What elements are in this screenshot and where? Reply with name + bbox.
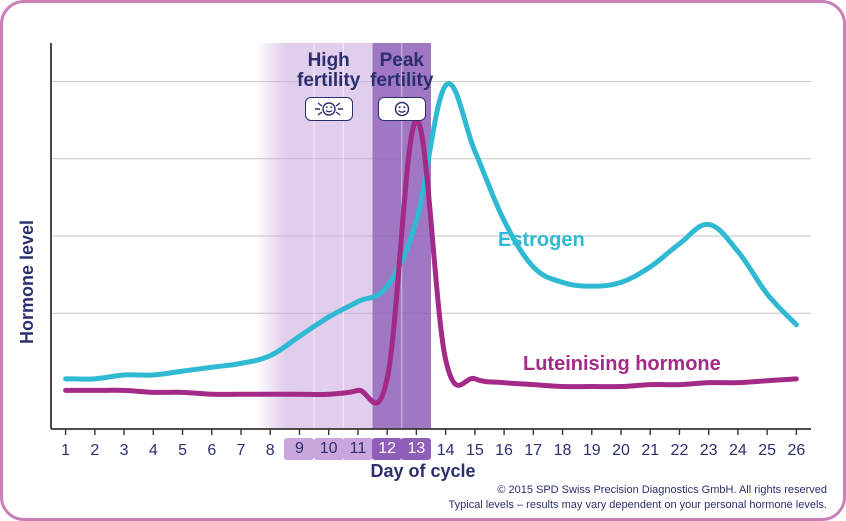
smiley-icon — [382, 98, 422, 120]
x-tick-day-13: 13 — [401, 438, 431, 460]
x-tick-day-18: 18 — [548, 442, 578, 460]
x-tick-day-1: 1 — [51, 442, 81, 460]
x-tick-day-24: 24 — [723, 442, 753, 460]
x-tick-day-25: 25 — [752, 442, 782, 460]
footnote-text: Typical levels – results may vary depend… — [449, 499, 827, 511]
x-tick-day-15: 15 — [460, 442, 490, 460]
x-tick-day-21: 21 — [635, 442, 665, 460]
x-tick-day-11: 11 — [343, 438, 373, 460]
x-axis-label: Day of cycle — [3, 461, 843, 482]
y-axis-label: Hormone level — [17, 220, 38, 344]
x-tick-day-16: 16 — [489, 442, 519, 460]
copyright-text: © 2015 SPD Swiss Precision Diagnostics G… — [497, 484, 827, 496]
flashing-smiley-icon — [309, 98, 349, 120]
x-tick-day-4: 4 — [138, 442, 168, 460]
x-tick-day-26: 26 — [781, 442, 811, 460]
x-tick-day-7: 7 — [226, 442, 256, 460]
x-tick-day-8: 8 — [255, 442, 285, 460]
x-tick-day-17: 17 — [518, 442, 548, 460]
x-tick-day-19: 19 — [577, 442, 607, 460]
x-tick-day-2: 2 — [80, 442, 110, 460]
x-tick-day-12: 12 — [372, 438, 402, 460]
x-tick-day-5: 5 — [168, 442, 198, 460]
peak-fertility-badge — [378, 97, 426, 121]
x-tick-day-20: 20 — [606, 442, 636, 460]
x-tick-day-3: 3 — [109, 442, 139, 460]
x-tick-day-23: 23 — [694, 442, 724, 460]
lh-series-label: Luteinising hormone — [523, 353, 721, 376]
footer-text: © 2015 SPD Swiss Precision Diagnostics G… — [3, 483, 827, 512]
chart-card: Hormone level Highfertility Peakfertilit… — [0, 0, 846, 521]
estrogen-series-label: Estrogen — [498, 229, 585, 252]
x-tick-day-22: 22 — [664, 442, 694, 460]
x-tick-day-10: 10 — [314, 438, 344, 460]
high-fertility-badge — [305, 97, 353, 121]
x-tick-day-6: 6 — [197, 442, 227, 460]
peak-fertility-label: Peakfertility — [352, 51, 452, 91]
x-tick-day-14: 14 — [431, 442, 461, 460]
x-tick-day-9: 9 — [284, 438, 314, 460]
